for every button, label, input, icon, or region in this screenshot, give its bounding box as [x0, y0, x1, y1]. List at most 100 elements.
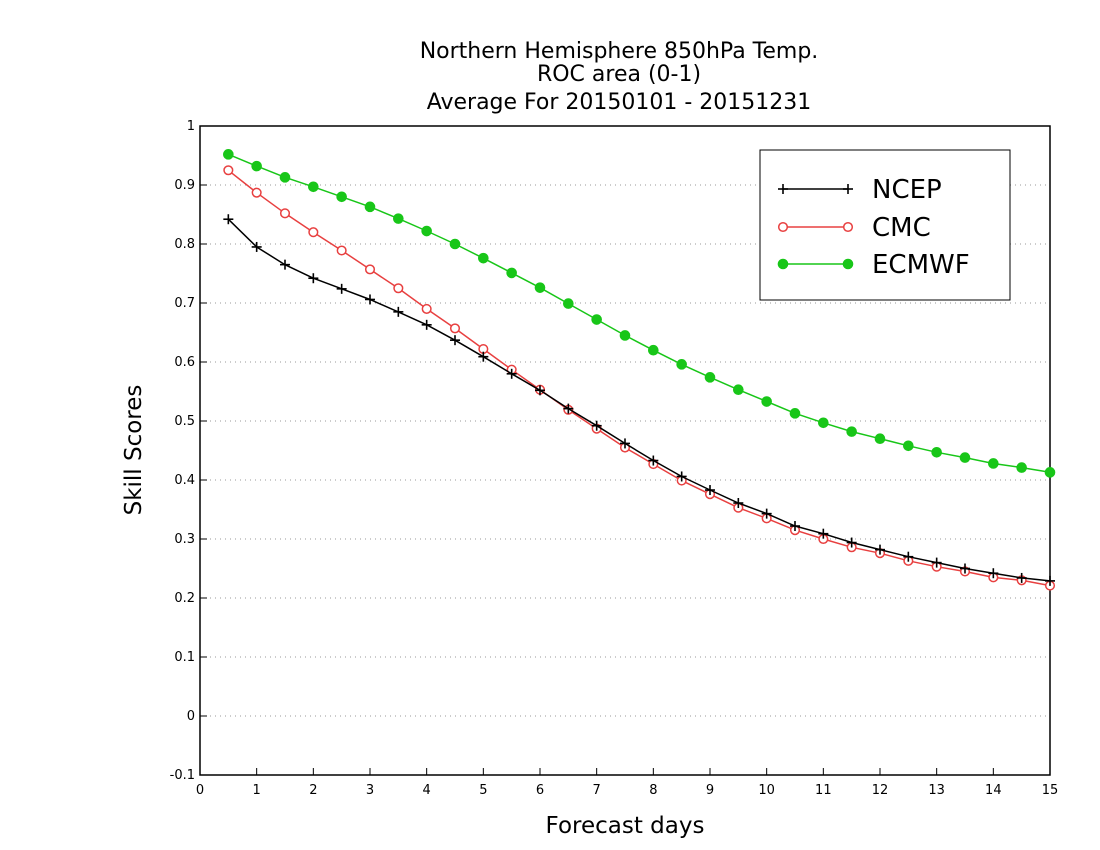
x-tick-label: 6: [536, 783, 544, 798]
ecmwf-point: [988, 458, 999, 469]
cmc-point: [421, 303, 432, 314]
ncep-point: [988, 568, 999, 579]
ecmwf-point: [364, 201, 376, 213]
ncep-point: [761, 508, 772, 519]
legend-marker-ncep: [778, 184, 788, 194]
x-tick-label: 11: [815, 783, 832, 798]
legend-marker-ecmwf: [777, 258, 789, 270]
x-tick-label: 3: [366, 783, 374, 798]
ncep-point: [903, 551, 914, 562]
ecmwf-point: [449, 238, 461, 250]
ncep-point: [591, 420, 602, 431]
ecmwf-point: [223, 149, 234, 160]
y-tick-label: 0.9: [174, 178, 195, 193]
ncep-point: [790, 521, 800, 532]
ecmwf-point: [563, 298, 574, 309]
legend-label-ecmwf: ECMWF: [872, 250, 970, 280]
ncep-point: [478, 351, 489, 362]
y-tick-label: 0.6: [174, 355, 195, 370]
ecmwf-point: [903, 440, 914, 452]
ecmwf-point: [959, 452, 971, 463]
ncep-point: [308, 273, 319, 284]
ecmwf-point: [506, 267, 517, 279]
ncep-point: [676, 471, 687, 482]
cmc-point: [336, 245, 347, 256]
ncep-point: [648, 455, 659, 466]
ncep-point: [421, 319, 432, 330]
ncep-point: [393, 306, 404, 317]
cmc-point: [279, 208, 291, 219]
ncep-point: [875, 544, 885, 555]
title-line-2: ROC area (0-1): [537, 62, 701, 87]
ncep-line: [227, 218, 1051, 582]
y-tick-label: 0.7: [174, 296, 195, 311]
legend-marker-cmc: [842, 221, 854, 233]
title-line-3: Average For 20150101 - 20151231: [427, 90, 812, 115]
series-ncep: [223, 214, 1055, 586]
x-tick-label: 1: [253, 783, 261, 798]
ncep-point: [506, 368, 517, 379]
ncep-point: [280, 259, 290, 270]
legend-marker-ncep: [843, 184, 853, 194]
x-tick-label: 12: [872, 783, 889, 798]
ecmwf-point: [648, 344, 659, 356]
ncep-point: [1016, 572, 1027, 583]
axis-ticks: -0.100.10.20.30.40.50.60.70.80.910 1 2 3 4 5 6…: [170, 119, 1059, 798]
ecmwf-point: [846, 426, 857, 437]
x-tick-label: 7: [593, 783, 601, 798]
x-tick-label: 15: [1042, 783, 1059, 798]
ncep-point: [365, 294, 375, 305]
chart-title: Northern Hemisphere 850hPa Temp. ROC are…: [420, 39, 819, 115]
ncep-point: [846, 537, 857, 548]
ecmwf-point: [591, 314, 602, 325]
plot-frame: [199, 125, 1051, 776]
ncep-point: [336, 283, 347, 294]
ncep-point: [223, 214, 234, 225]
x-tick-label: 5: [479, 783, 487, 798]
y-tick-label: 0.4: [174, 473, 195, 488]
x-axis-title: Forecast days: [546, 813, 705, 839]
series-group: [223, 149, 1056, 591]
ecmwf-point: [789, 408, 801, 419]
y-tick-label: 0.3: [174, 532, 195, 547]
legend: NCEP CMC ECMWF: [759, 149, 1011, 301]
ncep-point: [620, 438, 630, 449]
ecmwf-point: [818, 417, 829, 429]
gridlines: [200, 184, 1050, 717]
legend-label-cmc: CMC: [872, 213, 931, 243]
y-tick-label: 0.1: [174, 650, 195, 665]
y-tick-label: 0.8: [174, 237, 195, 252]
ecmwf-point: [393, 213, 404, 224]
y-tick-label: 0.5: [174, 414, 195, 429]
cmc-point: [308, 227, 319, 238]
x-tick-label: 2: [309, 783, 317, 798]
cmc-point: [364, 264, 376, 275]
cmc-point: [393, 283, 404, 294]
ecmwf-point: [704, 372, 716, 383]
cmc-point: [251, 187, 262, 198]
cmc-point: [449, 323, 461, 334]
ecmwf-point: [619, 330, 631, 341]
y-tick-label: 1: [187, 119, 195, 134]
series-ecmwf: [223, 149, 1056, 478]
legend-label-ncep: NCEP: [872, 175, 942, 205]
x-tick-label: 13: [928, 783, 945, 798]
legend-marker-ecmwf: [842, 258, 854, 270]
ncep-point: [733, 498, 744, 509]
ecmwf-point: [733, 384, 744, 396]
ecmwf-point: [931, 446, 942, 458]
title-line-1: Northern Hemisphere 850hPa Temp.: [420, 39, 819, 64]
ecmwf-point: [1044, 467, 1056, 478]
ncep-point: [450, 335, 460, 346]
ncep-point: [818, 528, 829, 539]
ncep-point: [563, 403, 574, 414]
x-tick-label: 14: [985, 783, 1002, 798]
y-tick-label: 0.2: [174, 591, 195, 606]
ncep-point: [1045, 575, 1055, 586]
ncep-point: [960, 563, 970, 574]
ecmwf-point: [251, 160, 262, 172]
y-tick-label: -0.1: [170, 768, 195, 783]
ncep-point: [251, 241, 262, 252]
ncep-point: [705, 485, 715, 496]
